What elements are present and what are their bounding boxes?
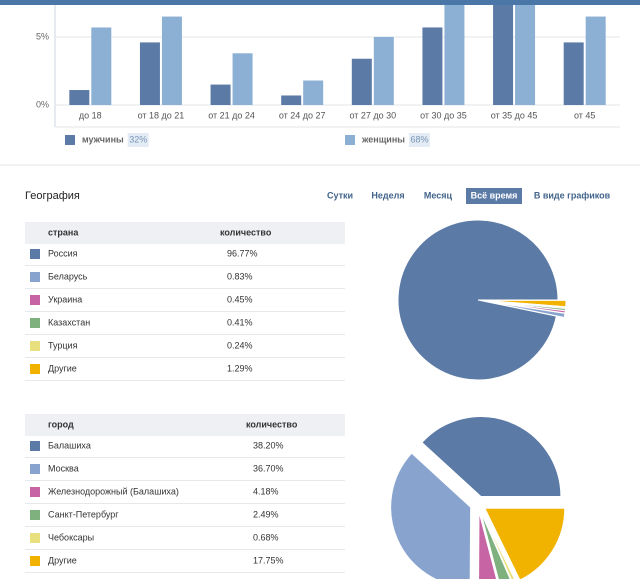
table-header-bg	[25, 414, 345, 436]
bar	[585, 16, 606, 105]
bar	[91, 27, 112, 105]
table-cell: Казахстан	[48, 317, 90, 327]
table-cell: Железнодорожный (Балашиха)	[48, 486, 179, 496]
table-cell: 96.77%	[227, 248, 258, 258]
table-cell: Турция	[48, 340, 78, 350]
table-header: количество	[220, 227, 272, 237]
bars	[69, 5, 606, 105]
tab[interactable]: Сутки	[327, 190, 353, 200]
table-header: город	[48, 419, 74, 429]
table-cell: 0.83%	[227, 271, 253, 281]
table-cell: 4.18%	[253, 486, 279, 496]
table-header-bg	[25, 222, 345, 244]
legend-swatch	[30, 341, 40, 351]
bar	[493, 5, 514, 105]
x-tick-label: от 30 до 35	[420, 110, 467, 120]
pie-slice	[397, 219, 559, 381]
table-cell: 17.75%	[253, 555, 284, 565]
top-bar	[0, 0, 640, 5]
y-tick-label: 5%	[36, 31, 49, 41]
bar	[232, 53, 253, 105]
tab[interactable]: Всё время	[471, 190, 518, 200]
table-cell: Украина	[48, 294, 82, 304]
bar	[69, 90, 90, 105]
legend-swatch	[30, 487, 40, 497]
legend-label: мужчины	[82, 134, 124, 144]
legend-label: женщины	[361, 134, 405, 144]
legend-swatch	[30, 556, 40, 566]
table-cell: 1.29%	[227, 363, 253, 373]
legend-swatch	[30, 249, 40, 259]
table-cell: 0.24%	[227, 340, 253, 350]
legend-swatch	[30, 318, 40, 328]
legend-swatch	[345, 135, 355, 145]
table-cell: 2.49%	[253, 509, 279, 519]
table-cell: Беларусь	[48, 271, 88, 281]
pie-slice	[480, 511, 511, 579]
x-tick-label: от 21 до 24	[208, 110, 255, 120]
table-cell: Санкт-Петербург	[48, 509, 119, 519]
tab[interactable]: Неделя	[371, 190, 404, 200]
pie-slice	[485, 299, 567, 308]
x-tick-label: от 18 до 21	[138, 110, 185, 120]
bar	[373, 36, 394, 105]
bar	[303, 80, 324, 105]
x-tick-label: от 45	[574, 110, 595, 120]
table-cell: Чебоксары	[48, 532, 94, 542]
legend-swatch	[30, 510, 40, 520]
table-cell: 0.45%	[227, 294, 253, 304]
table-cell: Москва	[48, 463, 79, 473]
pie-slice	[480, 511, 516, 579]
tab[interactable]: Месяц	[424, 190, 453, 200]
x-tick-label: от 24 до 27	[279, 110, 326, 120]
table-cell: 38.20%	[253, 440, 284, 450]
section-title: География	[25, 190, 80, 202]
pie-slice	[483, 507, 566, 579]
y-tick-label: 0%	[36, 99, 49, 109]
legend-swatch	[65, 135, 75, 145]
pie-slice	[390, 452, 472, 579]
bar	[351, 58, 372, 105]
legend-swatch	[30, 464, 40, 474]
pie-slice	[478, 511, 498, 579]
bar	[444, 5, 465, 105]
tab-active-bg[interactable]	[466, 188, 522, 204]
legend-swatch	[30, 295, 40, 305]
table-cell: Балашиха	[48, 440, 91, 450]
legend-share: 32%	[129, 134, 147, 144]
x-tick-label: до 18	[79, 110, 102, 120]
legend-swatch	[30, 272, 40, 282]
table-cell: Россия	[48, 248, 78, 258]
table-cell: 36.70%	[253, 463, 284, 473]
tab[interactable]: В виде графиков	[534, 190, 611, 200]
legend-share-box	[408, 133, 430, 147]
table-cell: 0.68%	[253, 532, 279, 542]
legend-share-box	[127, 133, 149, 147]
bar	[563, 42, 584, 105]
bar	[281, 95, 302, 105]
table-cell: Другие	[48, 363, 77, 373]
legend-share: 68%	[410, 134, 428, 144]
table-cell: Другие	[48, 555, 77, 565]
x-tick-label: от 27 до 30	[349, 110, 396, 120]
legend-swatch	[30, 533, 40, 543]
table-cell: 0.41%	[227, 317, 253, 327]
legend-swatch	[30, 441, 40, 451]
bar	[139, 42, 160, 105]
x-tick-label: от 35 до 45	[491, 110, 538, 120]
bar	[161, 16, 182, 105]
bar	[422, 27, 443, 105]
legend-swatch	[30, 364, 40, 374]
table-header: количество	[246, 419, 298, 429]
table-header: страна	[48, 227, 79, 237]
bar	[210, 84, 231, 105]
bar	[515, 5, 536, 105]
pie-slice	[421, 416, 562, 498]
